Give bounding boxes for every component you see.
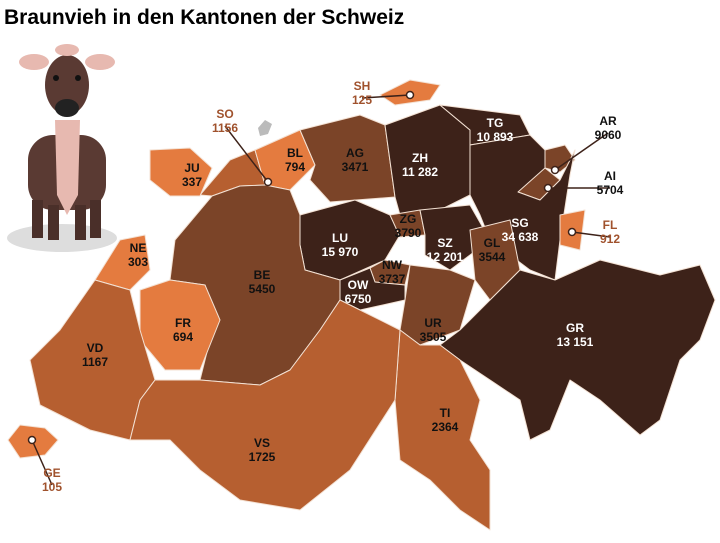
canton-code: TG	[487, 116, 504, 130]
callout-line	[554, 132, 609, 171]
canton-value: 337	[182, 175, 202, 189]
canton-value: 303	[128, 255, 148, 269]
canton-code: LU	[332, 231, 348, 245]
canton-code: SG	[511, 216, 528, 230]
canton-code: OW	[348, 278, 369, 292]
canton-code: FR	[175, 316, 191, 330]
canton-area	[129, 299, 401, 511]
canton-code: NE	[130, 241, 147, 255]
callout-line	[31, 439, 53, 486]
canton-code: GE	[43, 466, 60, 480]
cow-illustration	[7, 44, 117, 252]
canton-value: 912	[600, 232, 620, 246]
canton-code: SO	[216, 107, 233, 121]
canton-value: 6750	[345, 292, 372, 306]
canton-code: SH	[354, 79, 371, 93]
callout-dot	[27, 435, 37, 445]
canton-value: 9060	[595, 128, 622, 142]
canton-code: UR	[424, 316, 442, 330]
canton-value: 34 638	[502, 230, 539, 244]
canton-code: VS	[254, 436, 270, 450]
canton-code: ZH	[412, 151, 428, 165]
canton-area	[394, 329, 491, 531]
canton-area	[439, 259, 716, 441]
canton-value: 11 282	[402, 165, 438, 179]
callout-line	[361, 94, 411, 99]
canton-value: 1156	[212, 121, 238, 135]
canton-code: FL	[603, 218, 618, 232]
callout-dot	[263, 177, 273, 187]
canton-value: 794	[285, 160, 305, 174]
callout-dot	[405, 90, 415, 100]
canton-value: 10 893	[477, 130, 514, 144]
canton-value: 3471	[342, 160, 369, 174]
canton-value: 1725	[249, 450, 276, 464]
canton-value: 15 970	[322, 245, 359, 259]
canton-value: 3544	[479, 250, 506, 264]
canton-code: AG	[346, 146, 364, 160]
canton-code: AR	[599, 114, 617, 128]
callout-line	[224, 125, 269, 183]
canton-value: 5450	[249, 282, 276, 296]
canton-code: NW	[382, 258, 403, 272]
canton-code: GL	[484, 236, 501, 250]
callout-dot	[550, 165, 560, 175]
canton-value: 694	[173, 330, 193, 344]
canton-value: 3737	[379, 272, 406, 286]
canton-value: 105	[42, 480, 62, 494]
lake-icon	[258, 120, 272, 136]
canton-code: JU	[184, 161, 199, 175]
canton-value: 1167	[82, 355, 108, 369]
canton-value: 3790	[395, 226, 422, 240]
canton-area	[149, 147, 213, 197]
callout-line	[571, 231, 611, 238]
canton-value: 3505	[420, 330, 447, 344]
map-title: Braunvieh in den Kantonen der Schweiz	[4, 6, 404, 29]
canton-code: ZG	[400, 212, 417, 226]
canton-area	[29, 279, 156, 441]
canton-code: TI	[440, 406, 451, 420]
canton-value: 2364	[432, 420, 459, 434]
canton-code: SZ	[437, 236, 452, 250]
callout-dot	[543, 183, 553, 193]
canton-code: VD	[87, 341, 104, 355]
canton-code: GR	[566, 321, 584, 335]
canton-area	[254, 129, 316, 191]
canton-code: AI	[604, 169, 616, 183]
callout-dot	[567, 227, 577, 237]
canton-area	[299, 114, 396, 203]
canton-code: BE	[254, 268, 271, 282]
canton-value: 12 201	[427, 250, 464, 264]
canton-code: BL	[287, 146, 303, 160]
canton-value: 125	[352, 93, 372, 107]
canton-value: 5704	[597, 183, 624, 197]
canton-value: 13 151	[557, 335, 594, 349]
